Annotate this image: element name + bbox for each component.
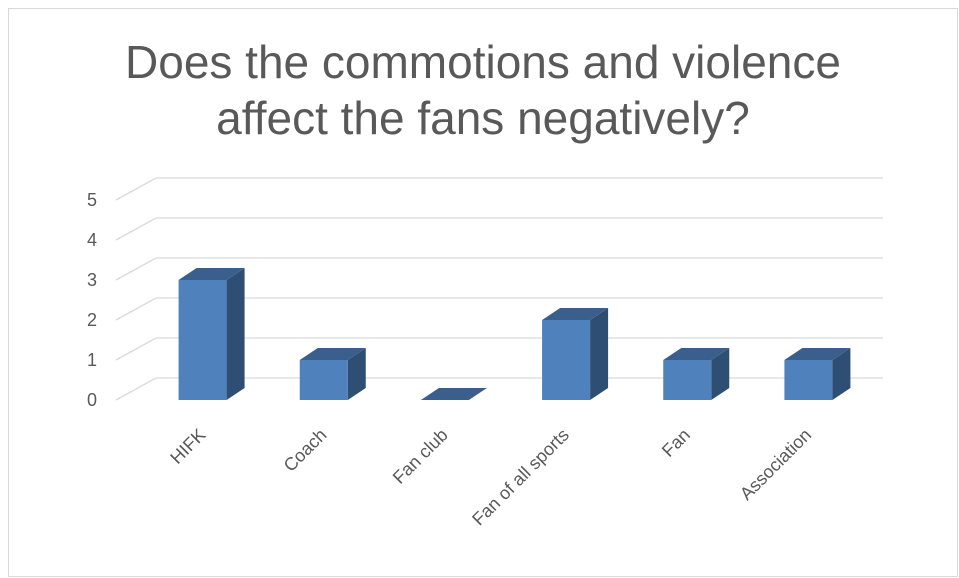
chart-title: Does the commotions and violence affect … — [125, 36, 841, 144]
x-tick-label: Fan club — [389, 425, 452, 488]
bar — [178, 268, 245, 400]
y-tick-label: 4 — [87, 230, 97, 250]
bar-front — [663, 360, 712, 400]
gridline — [115, 217, 883, 241]
bar-top — [178, 268, 245, 280]
bar-side — [226, 268, 245, 400]
gridline — [115, 377, 883, 401]
bar-front — [784, 360, 833, 400]
bar-top — [420, 388, 487, 400]
bar — [784, 348, 851, 400]
y-tick-label: 5 — [87, 190, 97, 210]
bar-side — [590, 308, 609, 400]
x-tick-label: Coach — [280, 425, 331, 476]
bar-front — [542, 320, 591, 400]
gridline — [115, 177, 883, 201]
chart-frame — [8, 8, 958, 577]
x-tick-label: Fan of all sports — [468, 425, 573, 530]
gridline — [115, 337, 883, 361]
bar-top — [784, 348, 851, 360]
grid-layer — [115, 177, 883, 401]
bar-front — [178, 280, 227, 400]
bar — [420, 388, 487, 400]
gridline — [115, 257, 883, 281]
y-tick-label: 0 — [87, 390, 97, 410]
bar-side — [347, 348, 366, 400]
y-tick-label: 1 — [87, 350, 97, 370]
bar — [663, 348, 730, 400]
bar-top — [542, 308, 609, 320]
bar-side — [832, 348, 851, 400]
bar — [299, 348, 366, 400]
x-tick-label: Association — [736, 425, 815, 504]
bar-top — [299, 348, 366, 360]
y-tick-label: 3 — [87, 270, 97, 290]
bar — [542, 308, 609, 400]
bar-top — [663, 348, 730, 360]
x-tick-label: HIFK — [166, 425, 209, 468]
gridline — [115, 297, 883, 321]
x-tick-label: Fan — [658, 425, 694, 461]
y-tick-label: 2 — [87, 310, 97, 330]
bar-side — [711, 348, 730, 400]
bar-layer — [178, 268, 851, 400]
bar-front — [299, 360, 348, 400]
